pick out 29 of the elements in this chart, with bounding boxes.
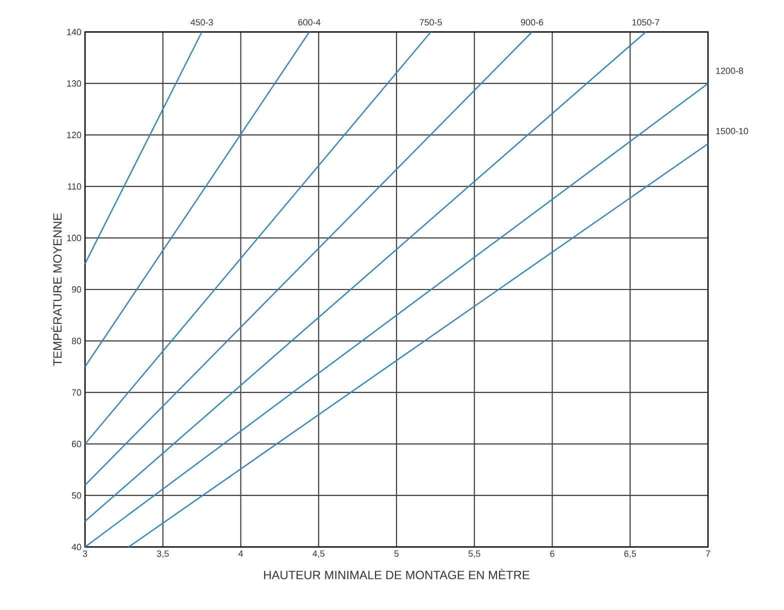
y-tick-label: 110	[68, 183, 82, 190]
y-axis-title: TEMPÉRATURE MOYENNE	[51, 213, 62, 366]
y-tick-label: 60	[72, 440, 82, 448]
y-tick-label: 90	[72, 286, 82, 293]
x-tick-label: 7	[706, 550, 710, 557]
series-label: 900-6	[520, 19, 544, 26]
x-tick-label: 5,5	[468, 550, 480, 558]
y-tick-label: 130	[67, 80, 82, 87]
y-tick-label: 40	[72, 544, 82, 550]
series-label: 600-4	[298, 19, 320, 26]
series-label: 1200-8	[716, 68, 744, 74]
y-tick-label: 50	[72, 492, 82, 499]
y-tick-label: 100	[67, 234, 82, 242]
x-tick-label: 4,5	[312, 550, 324, 558]
y-tick-label: 140	[67, 28, 82, 36]
series-label: 450-3	[190, 19, 213, 26]
x-tick-label: 4	[238, 550, 243, 557]
x-tick-label: 3,5	[156, 550, 169, 558]
x-tick-label: 6,5	[624, 550, 636, 558]
series-label: 1050-7	[632, 19, 660, 26]
x-tick-label: 3	[82, 550, 88, 557]
series-label: 1500-10	[716, 128, 748, 134]
y-tick-label: 80	[72, 338, 82, 344]
x-tick-label: 6	[550, 550, 554, 557]
series-label: 750-5	[420, 19, 442, 26]
x-tick-label: 5	[394, 550, 399, 557]
x-axis-title: HAUTEUR MINIMALE DE MONTAGE EN MÈTRE	[264, 568, 530, 580]
y-tick-label: 70	[72, 389, 82, 396]
y-tick-label: 120	[67, 132, 82, 138]
